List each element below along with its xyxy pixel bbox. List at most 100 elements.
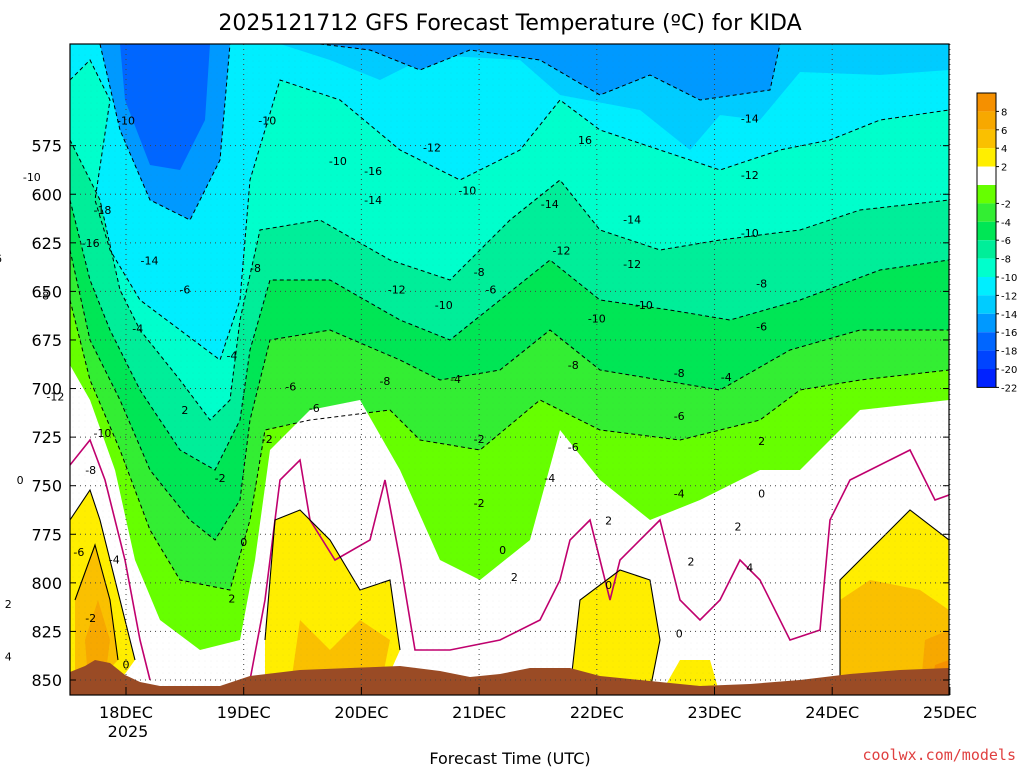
contour-label: 0 — [499, 544, 506, 557]
contour-label: -14 — [623, 214, 641, 227]
colorbar-tick-label: -20 — [1001, 365, 1017, 376]
colorbar-swatch — [977, 166, 996, 185]
contour-label: 4 — [5, 651, 12, 664]
colorbar-swatch — [977, 93, 996, 112]
colorbar: 8 6 4 2 -2 -4 -6 -8 -10 -12 -14 -16 -18 -20 -22 — [976, 92, 1017, 394]
grid-overlay — [70, 44, 949, 695]
plot-frame — [69, 43, 950, 696]
contour-label: 16 — [578, 134, 592, 147]
contour-label: -4 — [721, 371, 732, 384]
colorbar-swatch — [977, 111, 996, 130]
grid-lines — [70, 44, 951, 695]
x-tick-label: 25DEC — [923, 703, 977, 722]
colorbar-tick-label: -6 — [1001, 236, 1011, 247]
contour-label: -8 — [568, 359, 579, 372]
x-tick-label: 23DEC — [688, 703, 742, 722]
contour-label: -16 — [364, 165, 382, 178]
contour-label: -14 — [741, 112, 759, 125]
contour-label: -6 — [285, 381, 296, 394]
contour-label: 2 — [735, 521, 742, 534]
y-tick-label: 700 — [31, 380, 62, 399]
contour-label: 0 — [240, 536, 247, 549]
contour-label: 4 — [746, 561, 753, 574]
y-tick-label: 825 — [31, 622, 62, 641]
contour-label: -10 — [458, 184, 476, 197]
colorbar-swatch — [977, 129, 996, 149]
contour-label: -10 — [741, 227, 759, 240]
contour-label: -14 — [364, 194, 382, 207]
contour-label: -6 — [0, 252, 2, 265]
contour-label: -8 — [250, 262, 261, 275]
contour-label: -2 — [85, 612, 96, 625]
contour-label: -4 — [226, 350, 237, 363]
y-tick-label: 625 — [31, 234, 62, 253]
contour-label: -10 — [93, 427, 111, 440]
watermark: coolwx.com/models — [862, 746, 1016, 764]
contour-label: 0 — [17, 474, 24, 487]
contour-label: -10 — [258, 114, 276, 127]
contour-label: 0 — [758, 487, 765, 500]
contour-label: -8 — [38, 289, 49, 302]
contour-label: -12 — [388, 283, 406, 296]
y-tick-label: 800 — [31, 574, 62, 593]
colorbar-tick-label: 2 — [1001, 163, 1007, 174]
x-axis: 18DEC 19DEC 20DEC 21DEC 22DEC 23DEC 24DEC 25DEC — [99, 687, 977, 722]
contour-label: -4 — [450, 373, 461, 386]
contour-label: -8 — [756, 278, 767, 291]
contour-label: 2 — [687, 555, 694, 568]
chart-title: 2025121712 GFS Forecast Temperature (ºC)… — [218, 11, 801, 36]
contour-label: 2 — [605, 515, 612, 528]
contour-label: -10 — [329, 155, 347, 168]
colorbar-tick-label: 8 — [1001, 107, 1007, 118]
y-tick-label: 675 — [31, 331, 62, 350]
colorbar-tick-label: -10 — [1001, 273, 1017, 284]
x-tick-label: 24DEC — [805, 703, 859, 722]
y-tick-label: 850 — [31, 671, 62, 690]
colorbar-swatch — [977, 221, 996, 241]
contour-label: -4 — [132, 322, 143, 335]
colorbar-swatch — [977, 350, 996, 369]
contour-label: 0 — [123, 658, 130, 671]
contour-label: 2 — [511, 571, 518, 584]
contour-label: -6 — [73, 546, 84, 559]
contour-label: -14 — [141, 254, 159, 267]
contour-label: 2 — [181, 404, 188, 417]
y-tick-label: 775 — [31, 525, 62, 544]
contour-label: -10 — [435, 299, 453, 312]
y-tick-label: 575 — [31, 137, 62, 156]
x-tick-label: 21DEC — [452, 703, 506, 722]
colorbar-tick-label: -2 — [1001, 199, 1011, 210]
colorbar-tick-label: -18 — [1001, 347, 1017, 358]
colorbar-swatch — [977, 258, 996, 277]
contour-label: -2 — [474, 497, 485, 510]
contour-label: -10 — [635, 299, 653, 312]
contour-label: -10 — [588, 313, 606, 326]
colorbar-swatch — [977, 185, 996, 204]
contour-label: -8 — [474, 266, 485, 279]
contour-label: -12 — [46, 390, 64, 403]
x-tick-label: 22DEC — [570, 703, 624, 722]
x-axis-title: Forecast Time (UTC) — [429, 749, 590, 768]
colorbar-swatch — [977, 240, 996, 259]
colorbar-swatch — [977, 277, 996, 296]
x-tick-label: 19DEC — [217, 703, 271, 722]
colorbar-swatch — [977, 332, 996, 351]
y-tick-label: 750 — [31, 477, 62, 496]
contour-label: -12 — [623, 258, 641, 271]
plot-area: -10-18-16-14-10-10-8-6-4-4-6-10-6-8-12-1… — [0, 43, 951, 696]
colorbar-tick-label: 4 — [1001, 144, 1007, 155]
contour-label: -2 — [262, 433, 273, 446]
y-tick-label: 600 — [31, 185, 62, 204]
colorbar-swatch — [977, 313, 996, 333]
contour-label: -6 — [568, 441, 579, 454]
contour-label: -8 — [379, 375, 390, 388]
colorbar-swatch — [977, 369, 996, 388]
y-tick-label: 650 — [31, 282, 62, 301]
contour-label: -6 — [179, 283, 190, 296]
contour-label: 0 — [605, 579, 612, 592]
colorbar-tick-label: -4 — [1001, 218, 1011, 229]
colorbar-tick-label: -12 — [1001, 291, 1017, 302]
contour-label: -2 — [215, 472, 226, 485]
contour-label: 2 — [758, 435, 765, 448]
